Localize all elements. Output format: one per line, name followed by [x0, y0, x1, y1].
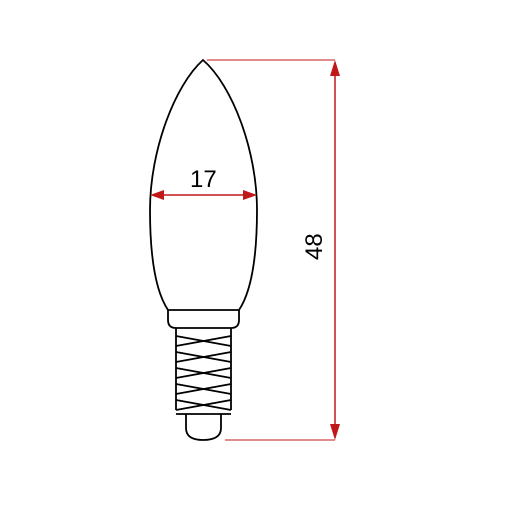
- dimension-width-value: 17: [190, 166, 217, 193]
- bulb-dimension-diagram: 17 48: [0, 0, 512, 512]
- dimension-height-value: 48: [301, 233, 328, 260]
- dimension-height: 48: [207, 60, 340, 440]
- bulb-neck: [168, 310, 239, 328]
- bulb-screw-base: [176, 328, 231, 440]
- dimension-width: 17: [150, 166, 257, 200]
